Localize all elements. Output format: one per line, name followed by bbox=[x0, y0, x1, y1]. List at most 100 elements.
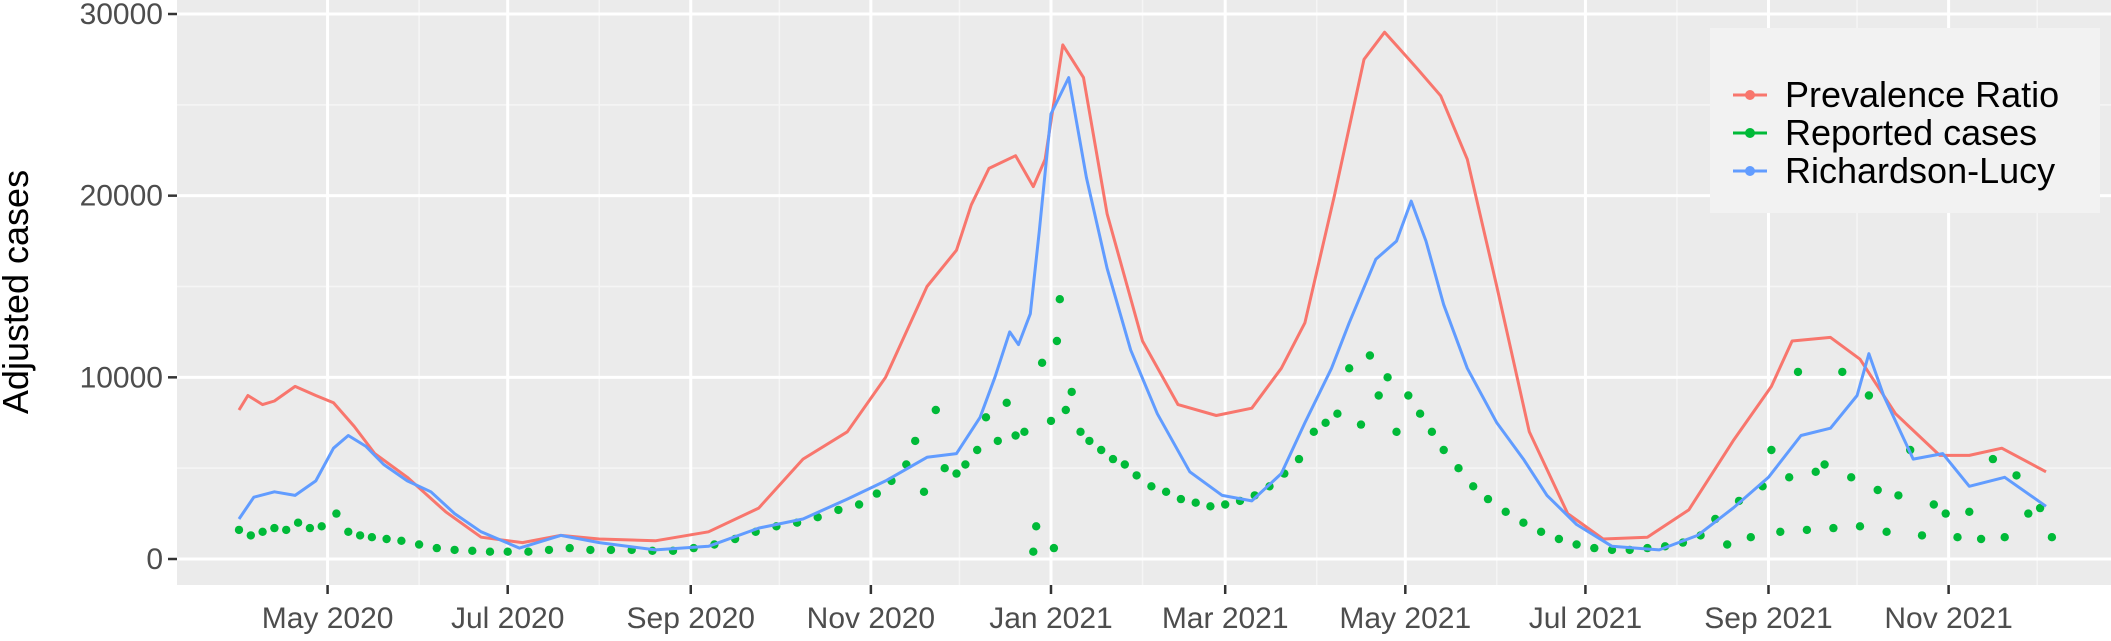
reported-case-point bbox=[1554, 534, 1564, 544]
reported-case-point bbox=[1439, 445, 1448, 455]
reported-case-point bbox=[872, 489, 881, 498]
reported-case-point bbox=[1829, 523, 1838, 533]
reported-case-point bbox=[1723, 540, 1732, 549]
reported-case-point bbox=[355, 531, 365, 540]
reported-case-point bbox=[344, 527, 353, 536]
reported-case-point bbox=[1176, 494, 1186, 504]
legend-key-point bbox=[1745, 128, 1755, 138]
series-line-prevalence-ratio bbox=[237, 30, 2047, 545]
reported-case-point bbox=[1011, 431, 1020, 440]
x-tick-label: Sep 2020 bbox=[627, 602, 755, 635]
reported-case-point bbox=[1206, 502, 1215, 511]
reported-case-point bbox=[1882, 527, 1891, 536]
reported-case-point bbox=[1976, 534, 1986, 544]
series-line-richardson-lucy bbox=[237, 76, 2047, 552]
reported-case-point bbox=[1404, 391, 1413, 400]
reported-case-point bbox=[1917, 531, 1927, 540]
reported-case-point bbox=[1365, 351, 1375, 360]
x-tick-label: Mar 2021 bbox=[1162, 602, 1289, 635]
reported-case-point bbox=[1221, 500, 1230, 509]
reported-case-point bbox=[586, 545, 595, 555]
reported-case-point bbox=[1847, 473, 1856, 482]
reported-case-point bbox=[367, 533, 377, 542]
reported-case-point bbox=[450, 545, 459, 555]
reported-case-point bbox=[1392, 427, 1401, 436]
reported-case-point bbox=[931, 405, 940, 415]
reported-case-point bbox=[1108, 454, 1118, 464]
reported-case-point bbox=[1002, 398, 1011, 407]
reported-case-point bbox=[1191, 498, 1200, 507]
reported-case-point bbox=[1055, 295, 1065, 304]
reported-case-point bbox=[961, 460, 970, 469]
reported-case-point bbox=[1811, 467, 1820, 476]
y-tick-label: 0 bbox=[146, 543, 163, 576]
reported-case-point bbox=[1864, 391, 1874, 400]
reported-case-point bbox=[1519, 518, 1528, 527]
x-axis: May 2020 Jul 2020 Sep 2020 Nov 2020 Jan 2021… bbox=[262, 585, 2013, 635]
reported-case-point bbox=[524, 547, 533, 556]
reported-case-point bbox=[1785, 473, 1794, 482]
legend-key-point bbox=[1745, 90, 1755, 100]
major-gridlines bbox=[177, 0, 2111, 585]
reported-case-point bbox=[1076, 427, 1085, 436]
reported-case-point bbox=[2000, 533, 2009, 542]
reported-case-point bbox=[1345, 364, 1354, 373]
reported-case-point bbox=[1802, 525, 1812, 535]
x-tick-label: May 2021 bbox=[1339, 602, 1471, 635]
reported-case-point bbox=[1046, 416, 1056, 426]
reported-case-point bbox=[1838, 367, 1847, 377]
x-tick-label: Sep 2021 bbox=[1704, 602, 1832, 635]
reported-case-point bbox=[1415, 409, 1425, 418]
reported-case-point bbox=[834, 505, 843, 515]
reported-case-point bbox=[282, 525, 291, 535]
reported-case-point bbox=[1321, 418, 1330, 427]
reported-case-point bbox=[1894, 491, 1903, 500]
reported-case-point bbox=[1037, 358, 1047, 367]
reported-case-point bbox=[1356, 420, 1366, 429]
reported-case-point bbox=[1929, 500, 1939, 509]
reported-case-point bbox=[485, 547, 495, 556]
reported-case-point bbox=[432, 543, 441, 553]
reported-case-point bbox=[1965, 507, 1974, 516]
x-tick-label: Jan 2021 bbox=[989, 602, 1112, 635]
legend-label: Richardson-Lucy bbox=[1785, 150, 2055, 191]
y-axis-title: Adjusted cases bbox=[0, 170, 36, 414]
reported-case-point bbox=[1820, 460, 1829, 469]
reported-case-point bbox=[919, 487, 929, 496]
reported-case-point bbox=[1793, 367, 1803, 377]
reported-case-point bbox=[1483, 494, 1493, 504]
x-tick-label: Jul 2020 bbox=[451, 602, 564, 635]
reported-case-point bbox=[382, 534, 391, 544]
x-tick-label: Nov 2021 bbox=[1884, 602, 2012, 635]
reported-case-point bbox=[1536, 527, 1546, 536]
reported-case-point bbox=[1032, 522, 1041, 531]
reported-case-point bbox=[973, 445, 982, 455]
reported-case-point bbox=[1855, 522, 1865, 531]
reported-case-point bbox=[911, 436, 920, 446]
x-tick-label: Jul 2021 bbox=[1529, 602, 1642, 635]
reported-case-point bbox=[1988, 454, 1998, 464]
reported-case-point bbox=[468, 546, 477, 555]
reported-case-point bbox=[854, 500, 864, 509]
reported-case-point bbox=[246, 531, 255, 540]
y-tick-label: 10000 bbox=[80, 361, 163, 394]
reported-case-point bbox=[606, 545, 616, 555]
reported-case-point bbox=[1767, 445, 1776, 455]
reported-case-point bbox=[813, 513, 822, 522]
reported-case-point bbox=[1147, 482, 1156, 491]
reported-case-point bbox=[1085, 436, 1094, 446]
reported-case-point bbox=[544, 545, 554, 555]
reported-case-point bbox=[1873, 485, 1882, 495]
reported-case-point bbox=[1052, 336, 1062, 346]
reported-case-point bbox=[981, 413, 991, 422]
reported-case-point bbox=[1776, 527, 1785, 536]
x-tick-label: Nov 2020 bbox=[807, 602, 935, 635]
reported-case-point bbox=[952, 469, 961, 478]
reported-case-point bbox=[1501, 507, 1510, 516]
reported-case-point bbox=[234, 525, 244, 535]
reported-case-point bbox=[317, 522, 326, 531]
reported-case-point bbox=[293, 518, 303, 527]
legend-key-point bbox=[1745, 166, 1755, 176]
reported-case-point bbox=[2024, 509, 2033, 518]
